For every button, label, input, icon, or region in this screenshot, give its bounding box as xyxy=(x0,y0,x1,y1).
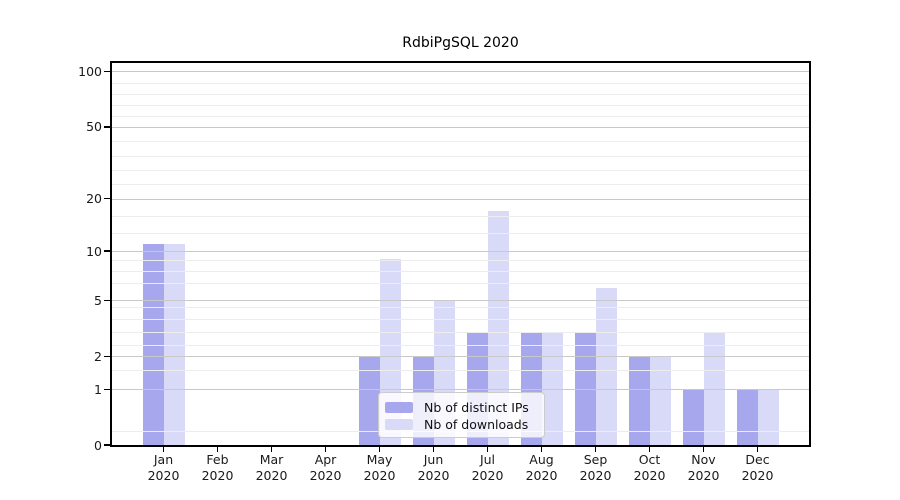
gridline-minor xyxy=(112,104,809,106)
x-tick-mark xyxy=(756,447,759,452)
x-tick-mark xyxy=(432,447,435,452)
x-tick-mark xyxy=(648,447,651,452)
y-tick-label: 1 xyxy=(94,381,102,397)
y-tick-mark xyxy=(104,198,110,200)
gridline-major xyxy=(112,71,809,73)
gridline-major xyxy=(112,389,809,391)
gridline-minor xyxy=(112,344,809,346)
gridline-minor xyxy=(112,260,809,262)
bar-downloads xyxy=(487,211,509,445)
x-tick-mark xyxy=(216,447,219,452)
x-tick-label: Feb 2020 xyxy=(201,452,234,483)
legend-item-downloads: Nb of downloads xyxy=(385,416,538,433)
gridline-minor xyxy=(112,93,809,95)
y-tick-mark xyxy=(104,250,110,252)
x-tick-label: Oct 2020 xyxy=(633,452,666,483)
gridline-minor xyxy=(112,155,809,157)
legend: Nb of distinct IPs Nb of downloads xyxy=(378,392,545,438)
x-tick-label: Mar 2020 xyxy=(255,452,288,483)
y-tick-mark xyxy=(104,70,110,73)
bar-distinct-ips xyxy=(358,356,380,445)
legend-swatch-distinct-ips xyxy=(385,402,413,413)
y-tick-label: 20 xyxy=(86,191,102,207)
y-tick-label: 0 xyxy=(94,437,102,453)
legend-label-distinct-ips: Nb of distinct IPs xyxy=(424,400,529,415)
y-tick-label: 10 xyxy=(86,243,102,259)
bar-downloads xyxy=(703,333,725,445)
x-tick-label: Sep 2020 xyxy=(579,452,612,483)
bar-distinct-ips xyxy=(574,333,596,445)
x-tick-label: Aug 2020 xyxy=(525,452,558,483)
bar-downloads xyxy=(757,389,779,445)
y-tick-label: 5 xyxy=(94,292,102,308)
y-tick-label: 50 xyxy=(86,119,102,135)
gridline-major xyxy=(112,251,809,253)
gridline-minor xyxy=(112,332,809,334)
y-tick-mark xyxy=(104,355,110,358)
x-tick-label: Jun 2020 xyxy=(417,452,450,483)
bar-downloads xyxy=(649,356,671,445)
y-tick-mark xyxy=(104,126,110,128)
bar-distinct-ips xyxy=(628,356,650,445)
gridline-minor xyxy=(112,115,809,117)
gridline-minor xyxy=(112,283,809,285)
chart-title: RdbiPgSQL 2020 xyxy=(402,35,519,51)
gridline-minor xyxy=(112,369,809,371)
bar-distinct-ips xyxy=(142,244,164,445)
x-tick-mark xyxy=(270,447,273,452)
gridline-major xyxy=(112,198,809,200)
gridline-minor xyxy=(112,82,809,84)
gridline-minor xyxy=(112,216,809,218)
gridline-minor xyxy=(112,232,809,234)
y-tick-label: 2 xyxy=(94,348,102,364)
y-tick-mark xyxy=(104,299,110,301)
gridline-major xyxy=(112,356,809,358)
gridline-minor xyxy=(112,307,809,309)
x-tick-mark xyxy=(702,447,705,452)
gridline-minor xyxy=(112,170,809,171)
gridline-minor xyxy=(112,184,809,186)
y-tick-label: 100 xyxy=(78,63,102,79)
x-tick-mark xyxy=(162,447,165,452)
x-tick-label: Dec 2020 xyxy=(741,452,774,483)
bar-distinct-ips xyxy=(682,389,704,445)
y-tick-mark xyxy=(104,444,110,446)
gridline-major xyxy=(112,300,809,302)
plot-frame xyxy=(110,61,811,447)
x-tick-label: Nov 2020 xyxy=(687,452,720,483)
bar-distinct-ips xyxy=(736,389,758,445)
gridline-minor xyxy=(112,319,809,321)
gridline-minor xyxy=(112,141,809,143)
x-tick-mark xyxy=(540,447,543,452)
x-tick-label: May 2020 xyxy=(363,452,396,483)
legend-label-downloads: Nb of downloads xyxy=(424,417,529,432)
gridline-minor xyxy=(112,270,809,272)
bar-downloads xyxy=(595,287,617,445)
x-tick-label: Apr 2020 xyxy=(309,452,342,483)
legend-swatch-downloads xyxy=(385,419,413,430)
x-tick-label: Jul 2020 xyxy=(471,452,504,483)
y-tick-mark xyxy=(104,388,110,391)
bar-downloads xyxy=(163,244,185,445)
bar-downloads xyxy=(541,333,563,445)
legend-item-distinct-ips: Nb of distinct IPs xyxy=(385,399,538,416)
x-tick-mark xyxy=(486,447,489,452)
x-tick-mark xyxy=(594,447,597,452)
x-tick-mark xyxy=(324,447,327,452)
x-tick-label: Jan 2020 xyxy=(147,452,180,483)
x-tick-mark xyxy=(378,447,381,452)
gridline-major xyxy=(112,126,809,128)
